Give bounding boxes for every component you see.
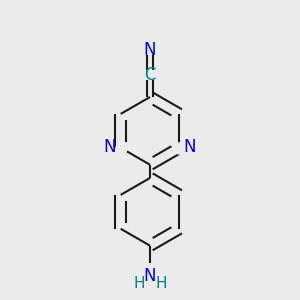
Text: N: N	[184, 138, 196, 156]
Text: H: H	[155, 276, 167, 291]
Text: H: H	[133, 276, 145, 291]
Text: N: N	[144, 267, 156, 285]
Text: N: N	[104, 138, 116, 156]
Text: N: N	[144, 41, 156, 59]
Text: C: C	[144, 66, 156, 84]
